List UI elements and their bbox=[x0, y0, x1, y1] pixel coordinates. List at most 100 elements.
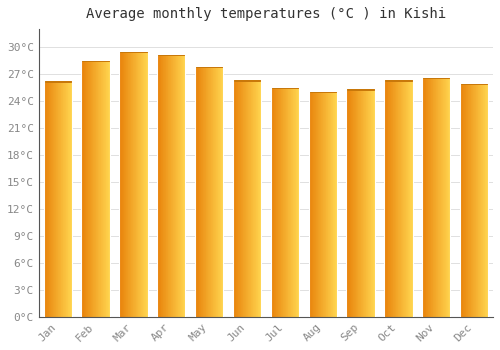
Bar bbox=[322, 92, 324, 317]
Bar bbox=[404, 80, 405, 317]
Bar bbox=[365, 89, 366, 317]
Bar bbox=[292, 88, 294, 317]
Bar bbox=[233, 80, 234, 317]
Bar bbox=[410, 80, 411, 317]
Bar bbox=[274, 88, 275, 317]
Bar bbox=[237, 80, 238, 317]
Bar bbox=[172, 55, 174, 317]
Bar bbox=[145, 51, 146, 317]
Bar bbox=[355, 89, 356, 317]
Bar bbox=[346, 89, 347, 317]
Bar bbox=[234, 80, 235, 317]
Bar bbox=[137, 51, 138, 317]
Bar bbox=[125, 51, 126, 317]
Bar bbox=[358, 89, 359, 317]
Bar bbox=[92, 61, 94, 317]
Bar bbox=[102, 61, 104, 317]
Bar bbox=[318, 92, 319, 317]
Bar bbox=[181, 55, 182, 317]
Bar bbox=[447, 78, 448, 317]
Bar bbox=[313, 92, 314, 317]
Bar bbox=[246, 80, 247, 317]
Bar bbox=[424, 78, 425, 317]
Bar bbox=[347, 89, 348, 317]
Bar bbox=[467, 84, 468, 317]
Bar bbox=[105, 61, 106, 317]
Bar bbox=[208, 67, 209, 317]
Bar bbox=[196, 67, 197, 317]
Bar bbox=[354, 89, 355, 317]
Bar bbox=[469, 84, 470, 317]
Bar bbox=[82, 61, 83, 317]
Bar bbox=[387, 80, 388, 317]
Bar bbox=[84, 61, 85, 317]
Bar bbox=[475, 84, 476, 317]
Bar bbox=[136, 51, 137, 317]
Bar bbox=[44, 81, 72, 83]
Bar bbox=[482, 84, 484, 317]
Bar bbox=[142, 51, 144, 317]
Bar bbox=[439, 78, 440, 317]
Bar bbox=[52, 81, 53, 317]
Bar bbox=[98, 61, 99, 317]
Bar bbox=[395, 80, 396, 317]
Bar bbox=[120, 51, 122, 317]
Bar bbox=[60, 81, 62, 317]
Bar bbox=[82, 61, 110, 62]
Bar bbox=[109, 61, 110, 317]
Bar bbox=[198, 67, 199, 317]
Bar bbox=[216, 67, 217, 317]
Bar bbox=[371, 89, 372, 317]
Bar bbox=[470, 84, 472, 317]
Bar bbox=[147, 51, 148, 317]
Bar bbox=[319, 92, 320, 317]
Bar bbox=[54, 81, 55, 317]
Bar bbox=[127, 51, 128, 317]
Bar bbox=[94, 61, 95, 317]
Bar bbox=[463, 84, 464, 317]
Bar bbox=[324, 92, 325, 317]
Bar bbox=[177, 55, 178, 317]
Bar bbox=[88, 61, 89, 317]
Bar bbox=[479, 84, 480, 317]
Bar bbox=[435, 78, 436, 317]
Bar bbox=[107, 61, 108, 317]
Bar bbox=[277, 88, 278, 317]
Bar bbox=[438, 78, 439, 317]
Bar bbox=[106, 61, 107, 317]
Bar bbox=[291, 88, 292, 317]
Bar bbox=[370, 89, 371, 317]
Bar bbox=[430, 78, 432, 317]
Bar bbox=[207, 67, 208, 317]
Bar bbox=[442, 78, 444, 317]
Bar bbox=[465, 84, 466, 317]
Bar bbox=[260, 80, 261, 317]
Bar bbox=[273, 88, 274, 317]
Bar bbox=[270, 88, 272, 317]
Bar bbox=[335, 92, 336, 317]
Bar bbox=[336, 92, 337, 317]
Bar bbox=[364, 89, 365, 317]
Bar bbox=[282, 88, 284, 317]
Bar bbox=[162, 55, 163, 317]
Bar bbox=[71, 81, 72, 317]
Bar bbox=[423, 78, 424, 317]
Bar bbox=[157, 55, 186, 56]
Bar bbox=[367, 89, 368, 317]
Bar bbox=[205, 67, 206, 317]
Bar bbox=[462, 84, 463, 317]
Bar bbox=[167, 55, 168, 317]
Bar bbox=[348, 89, 349, 317]
Bar bbox=[245, 80, 246, 317]
Bar bbox=[290, 88, 291, 317]
Bar bbox=[460, 84, 462, 317]
Bar bbox=[163, 55, 164, 317]
Bar bbox=[256, 80, 257, 317]
Bar bbox=[472, 84, 474, 317]
Bar bbox=[178, 55, 179, 317]
Bar bbox=[360, 89, 362, 317]
Bar bbox=[146, 51, 147, 317]
Bar bbox=[481, 84, 482, 317]
Bar bbox=[170, 55, 172, 317]
Bar bbox=[279, 88, 280, 317]
